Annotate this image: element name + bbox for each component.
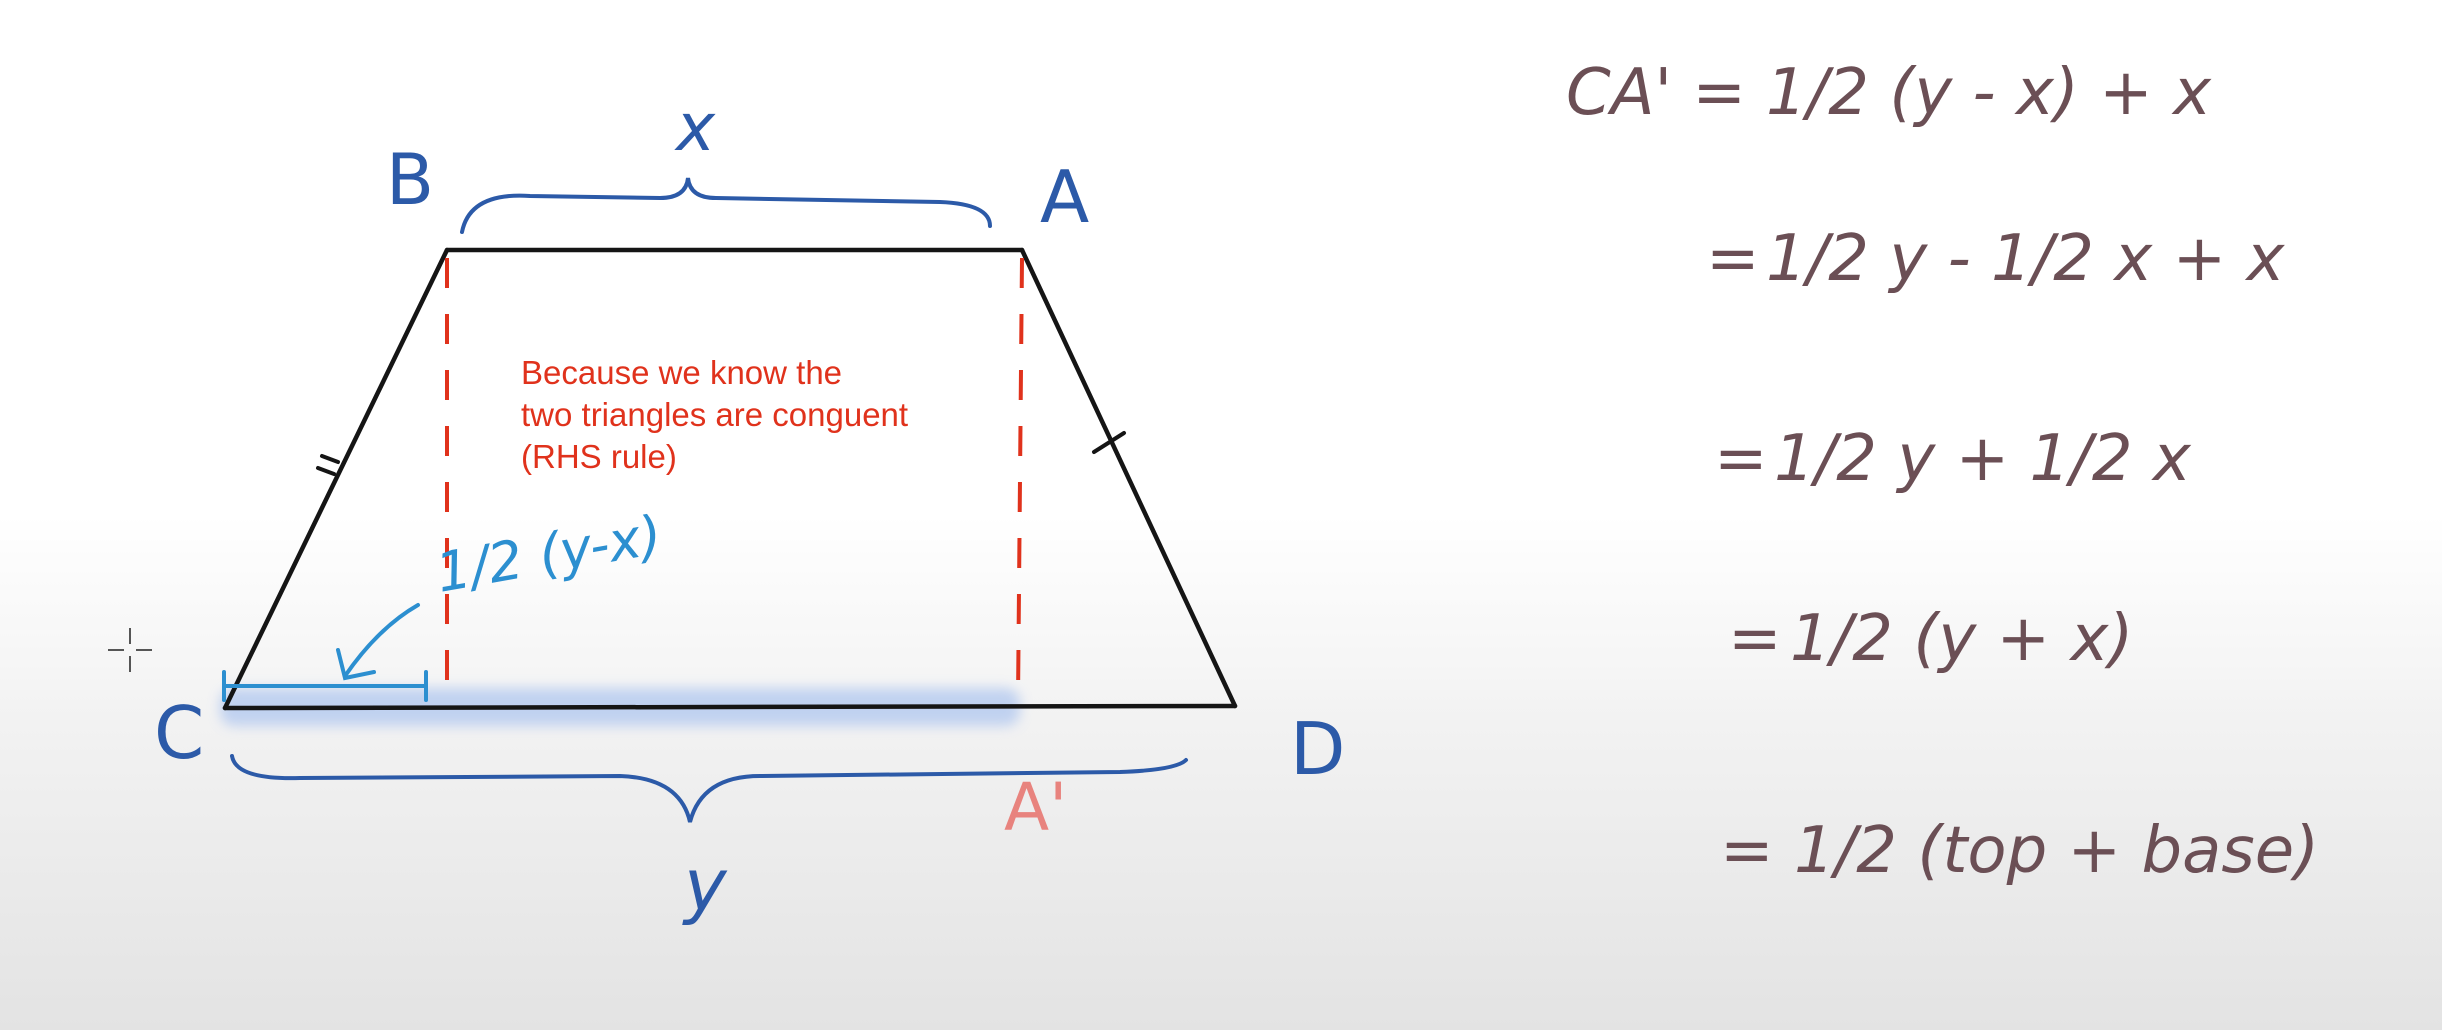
vertex-label-d: D — [1290, 707, 1345, 791]
side-bc — [222, 247, 450, 711]
vertex-label-c: C — [154, 691, 204, 775]
congruence-note-line-3: (RHS rule) — [521, 438, 677, 475]
derivation-line-1-rhs: 1/2 (y - x) + x — [1766, 56, 2212, 130]
base-label-y: y — [682, 843, 728, 927]
derivation-line-5-rhs: 1/2 (top + base) — [1794, 814, 2319, 888]
congruence-note-line-2: two triangles are conguent — [521, 396, 909, 433]
segment-label: 1/2 (y-x) — [431, 503, 666, 605]
derivation: CA' = 1/2 (y - x) + x = 1/2 y - 1/2 x + … — [1566, 56, 2319, 888]
vertex-label-a-prime: A' — [1004, 769, 1067, 846]
trapezium — [222, 247, 1238, 711]
vertex-label-b: B — [386, 139, 434, 221]
congruence-note-line-1: Because we know the — [521, 354, 843, 391]
derivation-line-4-lhs: = — [1728, 602, 1782, 676]
top-label-x: x — [674, 89, 716, 166]
derivation-line-3-lhs: = — [1714, 422, 1768, 496]
perpendicular-lines — [445, 257, 1024, 701]
crosshair-cursor-icon — [108, 628, 152, 672]
derivation-line-4-rhs: 1/2 (y + x) — [1790, 602, 2133, 676]
bottom-brace — [230, 754, 1188, 823]
derivation-line-3-rhs: 1/2 y + 1/2 x — [1774, 422, 2192, 496]
derivation-line-1-lhs: CA' = — [1566, 56, 1746, 130]
vertex-label-a: A — [1040, 155, 1089, 239]
side-cd — [222, 703, 1238, 711]
derivation-line-2-rhs: 1/2 y - 1/2 x + x — [1766, 222, 2286, 296]
half-difference-segment — [222, 670, 428, 702]
perpendicular-from-a — [1016, 257, 1024, 701]
derivation-line-5-lhs: = — [1720, 814, 1774, 888]
derivation-line-2-lhs: = — [1706, 222, 1760, 296]
equal-length-ticks — [316, 431, 1126, 476]
arrow-icon — [336, 603, 420, 681]
side-ad — [1019, 247, 1238, 709]
top-brace — [460, 177, 992, 234]
congruence-note: Because we know the two triangles are co… — [521, 352, 1041, 478]
